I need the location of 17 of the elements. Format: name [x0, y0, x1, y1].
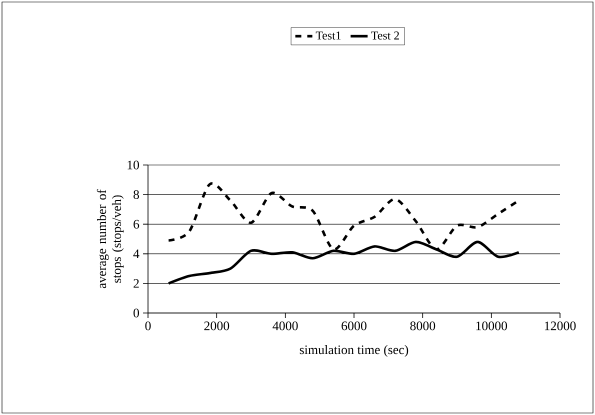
y-tick-label: 6: [134, 220, 140, 229]
x-tick-label: 8000: [410, 322, 436, 330]
y-tick-label: 4: [133, 250, 140, 258]
y-tick-label: 8: [134, 190, 140, 199]
x-tick-label: 0: [145, 322, 151, 330]
x-axis-title: simulation time (sec): [300, 345, 408, 357]
legend-label: Test1: [316, 32, 341, 40]
x-tick-label: 2000: [204, 322, 230, 330]
x-tick-label: 4000: [272, 322, 298, 330]
y-tick-label: 2: [134, 279, 139, 288]
y-tick-label: 0: [134, 308, 140, 318]
y-tick-label: 10: [128, 160, 140, 170]
x-tick-label: 6000: [342, 322, 366, 330]
x-tick-label: 12000: [544, 322, 576, 330]
legend-label: Test 2: [371, 32, 399, 40]
x-tick-label: 10000: [476, 322, 508, 330]
y-axis-title: average number of stops (stops/veh): [96, 189, 124, 288]
